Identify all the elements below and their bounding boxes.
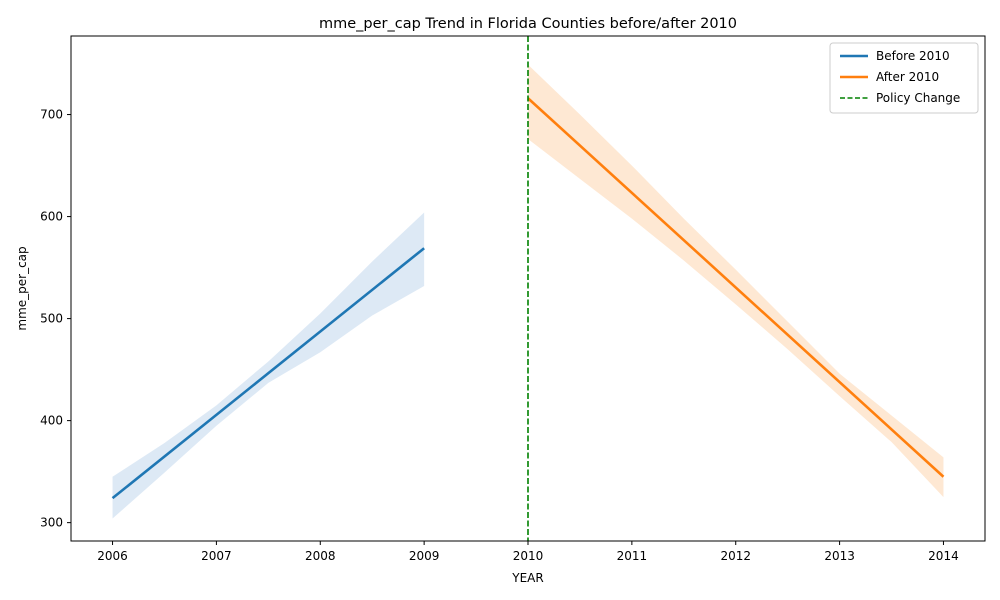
confidence-band-0	[112, 212, 425, 519]
y-tick-label: 700	[40, 108, 63, 122]
x-tick-label: 2007	[201, 549, 232, 563]
x-tick-label: 2013	[824, 549, 855, 563]
series-line-0	[111, 247, 425, 500]
x-tick-label: 2006	[97, 549, 128, 563]
legend-label-0: Before 2010	[876, 49, 950, 63]
y-axis-ticks: 300 400 500 600 700	[40, 108, 71, 530]
x-tick-label: 2008	[305, 549, 336, 563]
legend-box	[829, 42, 979, 114]
y-axis-label: mme_per_cap	[15, 246, 29, 330]
y-tick-label: 400	[40, 414, 63, 428]
confidence-bands	[112, 64, 944, 519]
y-tick-label: 500	[40, 312, 63, 326]
y-tick-label: 600	[40, 210, 63, 224]
x-tick-label: 2011	[617, 549, 648, 563]
y-tick-label: 300	[40, 516, 63, 530]
x-tick-label: 2014	[928, 549, 959, 563]
x-axis-label: YEAR	[511, 571, 543, 585]
x-tick-label: 2010	[513, 549, 544, 563]
x-axis-ticks: 2006 2007 2008 2009 2010 2011 2012 2013 2014	[97, 541, 959, 563]
legend-label-1: After 2010	[876, 70, 939, 84]
series-line-1	[527, 97, 945, 478]
x-tick-label: 2009	[409, 549, 440, 563]
chart-title: mme_per_cap Trend in Florida Counties be…	[319, 16, 737, 32]
confidence-band-1	[528, 64, 944, 498]
legend: Before 2010 After 2010 Policy Change	[829, 42, 979, 114]
x-tick-label: 2012	[720, 549, 751, 563]
legend-label-2: Policy Change	[876, 91, 960, 105]
series-lines	[111, 97, 945, 500]
